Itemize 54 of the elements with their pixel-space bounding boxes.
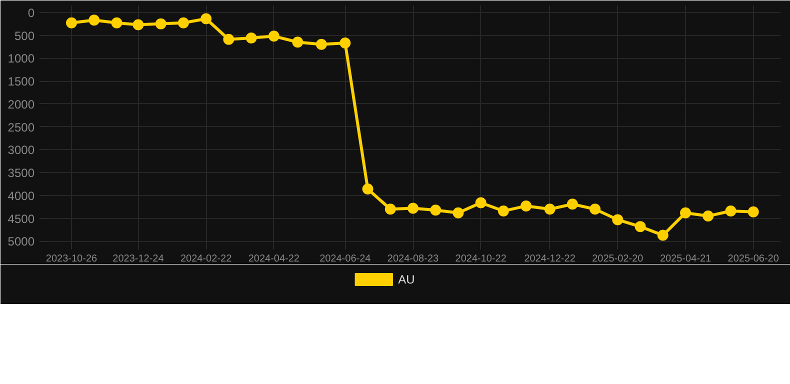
- x-tick-label: 2024-02-22: [180, 254, 232, 264]
- point: [634, 221, 646, 232]
- point: [200, 13, 212, 24]
- point: [223, 34, 234, 45]
- point: [590, 204, 601, 215]
- y-tick-label: 500: [14, 28, 35, 43]
- y-tick-label: 1000: [8, 52, 35, 66]
- point: [292, 36, 304, 48]
- point: [544, 204, 556, 215]
- point: [384, 204, 396, 215]
- y-tick-label: 1500: [8, 74, 35, 89]
- point: [452, 207, 464, 218]
- point: [111, 17, 122, 28]
- point: [748, 206, 759, 218]
- point: [155, 18, 166, 30]
- y-tick-label: 2000: [8, 97, 35, 112]
- x-tick-label: 2024-04-22: [248, 254, 300, 264]
- x-tick-label: 2023-10-26: [46, 254, 98, 264]
- legend-label: AU: [398, 272, 415, 286]
- y-tick-label: 3000: [8, 143, 35, 158]
- point: [475, 197, 486, 208]
- point: [520, 200, 532, 212]
- point: [362, 184, 374, 195]
- y-tick-label: 0: [28, 6, 35, 20]
- x-tick-label: 2024-06-24: [320, 254, 372, 264]
- point: [657, 230, 668, 241]
- x-tick-label: 2023-12-24: [112, 254, 164, 264]
- y-tick-label: 2500: [8, 120, 35, 134]
- y-tick-label: 4000: [8, 188, 35, 203]
- point: [702, 210, 714, 222]
- x-tick-label: 2024-12-22: [524, 254, 576, 264]
- point: [498, 206, 509, 216]
- point: [612, 214, 624, 226]
- y-tick-label: 3500: [8, 166, 35, 180]
- point: [430, 204, 442, 216]
- x-tick-label: 2024-08-23: [387, 254, 440, 264]
- point: [680, 207, 692, 218]
- y-tick-label: 5000: [8, 234, 35, 249]
- point: [268, 30, 280, 42]
- point: [88, 14, 100, 26]
- point: [340, 38, 351, 49]
- point: [725, 206, 736, 216]
- x-tick-label: 2025-02-20: [592, 254, 644, 264]
- point: [408, 202, 418, 214]
- x-tick-label: 2025-04-21: [660, 254, 712, 264]
- point: [66, 17, 78, 28]
- point: [178, 17, 189, 28]
- point: [246, 32, 257, 44]
- point: [132, 19, 144, 30]
- x-tick-label: 2025-06-20: [728, 254, 780, 264]
- point: [316, 38, 327, 50]
- point: [566, 198, 578, 210]
- x-tick-label: 2024-10-22: [455, 254, 507, 264]
- y-tick-label: 4500: [8, 212, 35, 226]
